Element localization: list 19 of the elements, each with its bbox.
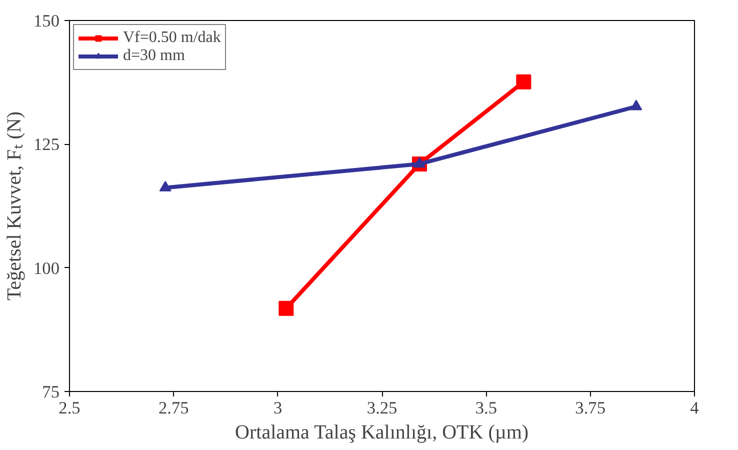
- x-axis-title: Ortalama Talaş Kalınlığı, OTK (µm): [235, 422, 529, 444]
- y-axis-title: Teğetsel Kuvvet, Fₜ (N): [4, 111, 26, 301]
- x-tick-label: 2.75: [158, 398, 189, 418]
- point: [414, 157, 426, 168]
- legend-label: Vf=0.50 m/dak: [123, 29, 221, 47]
- x-tick-label: 4: [690, 398, 700, 418]
- legend-label: d=30 mm: [123, 47, 185, 65]
- point: [630, 100, 642, 110]
- x-tick-label: 2.5: [58, 398, 80, 418]
- point: [159, 180, 172, 192]
- y-tick-label: 75: [42, 382, 60, 402]
- y-tick-label: 150: [34, 12, 60, 30]
- x-tick-label: 3.75: [575, 398, 606, 418]
- y-tick-label: 125: [34, 135, 60, 154]
- x-tick-label: 3: [274, 398, 282, 418]
- x-tick-label: 3.25: [366, 398, 398, 418]
- y-tick-label: 100: [34, 258, 60, 278]
- x-tick-label: 3.5: [475, 398, 498, 418]
- point: [278, 300, 294, 316]
